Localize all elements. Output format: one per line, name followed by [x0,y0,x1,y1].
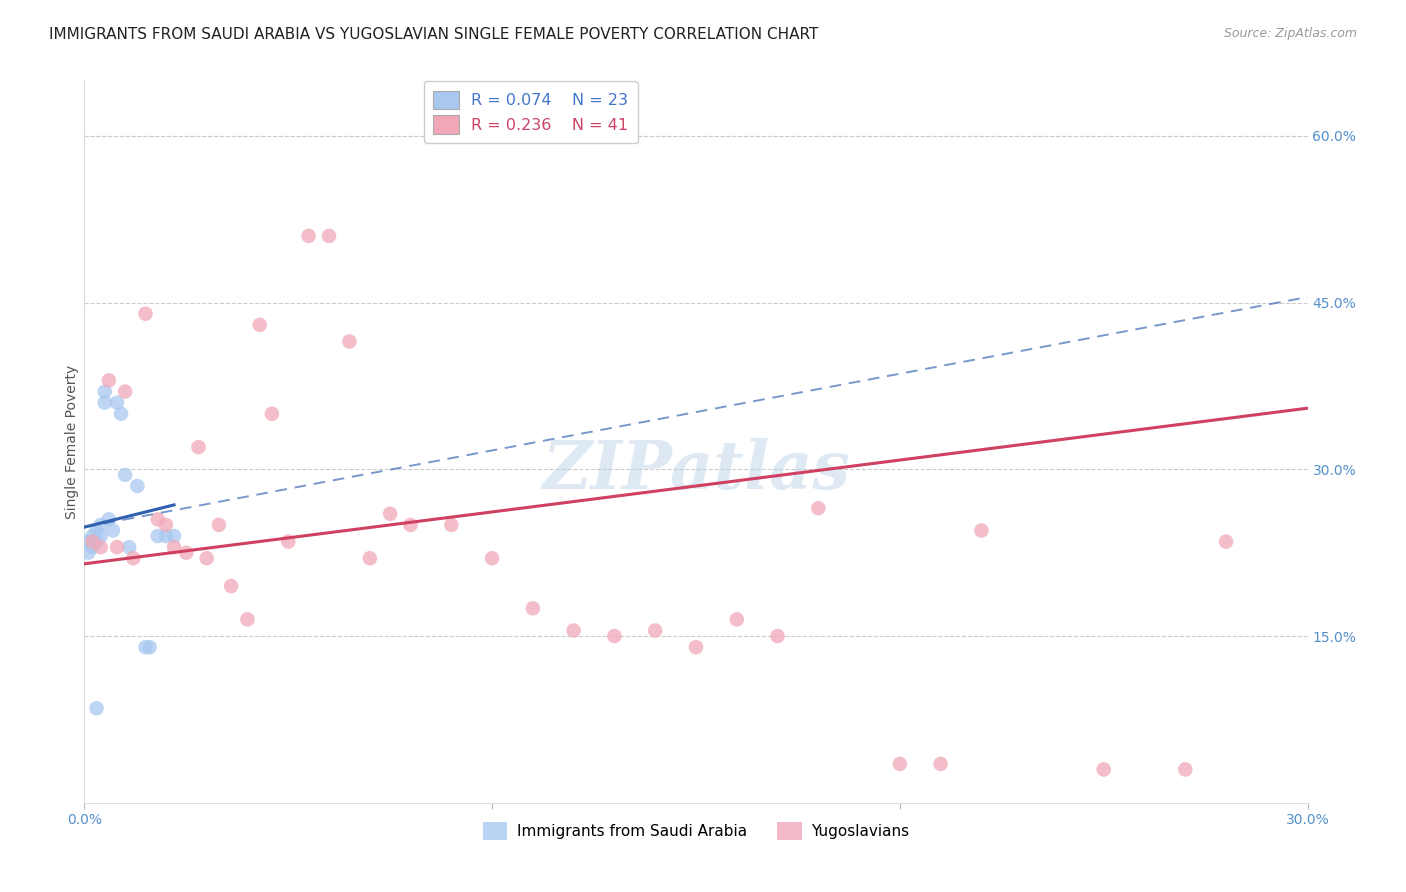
Point [562,624,585,638]
Y-axis label: Single Female Poverty: Single Female Poverty [65,365,79,518]
Point [82,540,104,554]
Point [105,395,128,409]
Point [644,624,666,638]
Point [138,640,160,655]
Point [90,517,112,532]
Point [236,612,259,626]
Point [219,579,242,593]
Point [135,640,157,655]
Point [127,479,149,493]
Point [318,228,340,243]
Point [155,517,177,532]
Point [122,551,145,566]
Point [101,524,124,538]
Point [86,524,108,538]
Point [86,534,108,549]
Point [110,407,132,421]
Point [97,512,120,526]
Point [807,501,830,516]
Point [399,517,422,532]
Point [380,507,402,521]
Text: ZIPatlas: ZIPatlas [543,438,849,503]
Point [90,529,112,543]
Point [146,529,169,543]
Point [93,395,115,409]
Point [889,756,911,771]
Point [195,551,218,566]
Point [135,307,157,321]
Point [298,228,321,243]
Point [174,546,197,560]
Point [77,546,100,560]
Point [155,529,177,543]
Legend: Immigrants from Saudi Arabia, Yugoslavians: Immigrants from Saudi Arabia, Yugoslavia… [477,816,915,846]
Point [118,540,141,554]
Point [339,334,361,349]
Point [82,529,104,543]
Point [249,318,271,332]
Point [105,540,128,554]
Point [208,517,231,532]
Point [260,407,283,421]
Point [725,612,748,626]
Point [522,601,544,615]
Point [114,384,136,399]
Point [146,512,169,526]
Point [970,524,993,538]
Point [929,756,952,771]
Point [277,534,299,549]
Point [1215,534,1237,549]
Point [90,540,112,554]
Point [766,629,789,643]
Point [1092,763,1115,777]
Text: IMMIGRANTS FROM SAUDI ARABIA VS YUGOSLAVIAN SINGLE FEMALE POVERTY CORRELATION CH: IMMIGRANTS FROM SAUDI ARABIA VS YUGOSLAV… [49,27,818,42]
Point [97,373,120,387]
Point [481,551,503,566]
Point [359,551,381,566]
Point [603,629,626,643]
Point [440,517,463,532]
Point [1174,763,1197,777]
Text: Source: ZipAtlas.com: Source: ZipAtlas.com [1223,27,1357,40]
Point [187,440,209,454]
Point [163,540,186,554]
Point [77,534,100,549]
Point [114,467,136,482]
Point [93,384,115,399]
Point [163,529,186,543]
Point [82,534,104,549]
Point [86,701,108,715]
Point [685,640,707,655]
